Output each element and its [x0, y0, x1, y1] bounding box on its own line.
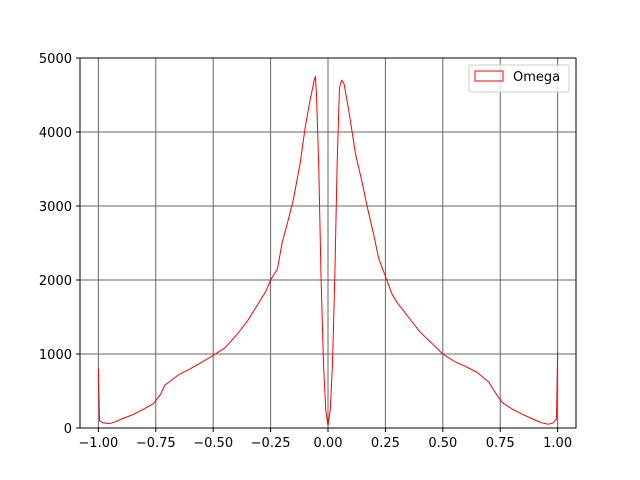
y-axis: 0 1000 2000 3000 4000 5000 — [39, 52, 80, 437]
x-tick-label: −1.00 — [78, 436, 118, 451]
y-tick-label: 2000 — [39, 274, 72, 289]
y-tick-label: 1000 — [39, 348, 72, 363]
x-tick-label: 0.25 — [371, 436, 400, 451]
y-tick-label: 4000 — [39, 126, 72, 141]
x-axis: −1.00 −0.75 −0.50 −0.25 0.00 0.25 0.50 0.75 1.00 — [78, 428, 572, 451]
series-line-omega — [97, 76, 559, 427]
x-tick-label: 1.00 — [543, 436, 572, 451]
x-tick-label: 0.50 — [428, 436, 457, 451]
y-tick-label: 0 — [64, 422, 72, 437]
legend-label: Omega — [513, 70, 560, 85]
y-tick-label: 3000 — [39, 200, 72, 215]
y-tick-label: 5000 — [39, 52, 72, 67]
legend: Omega — [468, 64, 570, 93]
series-layer — [97, 76, 559, 427]
x-tick-label: −0.25 — [251, 436, 291, 451]
legend-box — [468, 64, 570, 93]
x-tick-label: −0.50 — [193, 436, 233, 451]
legend-swatch — [474, 70, 504, 82]
x-tick-label: 0.00 — [314, 436, 343, 451]
x-tick-label: 0.75 — [486, 436, 515, 451]
x-tick-label: −0.75 — [136, 436, 176, 451]
